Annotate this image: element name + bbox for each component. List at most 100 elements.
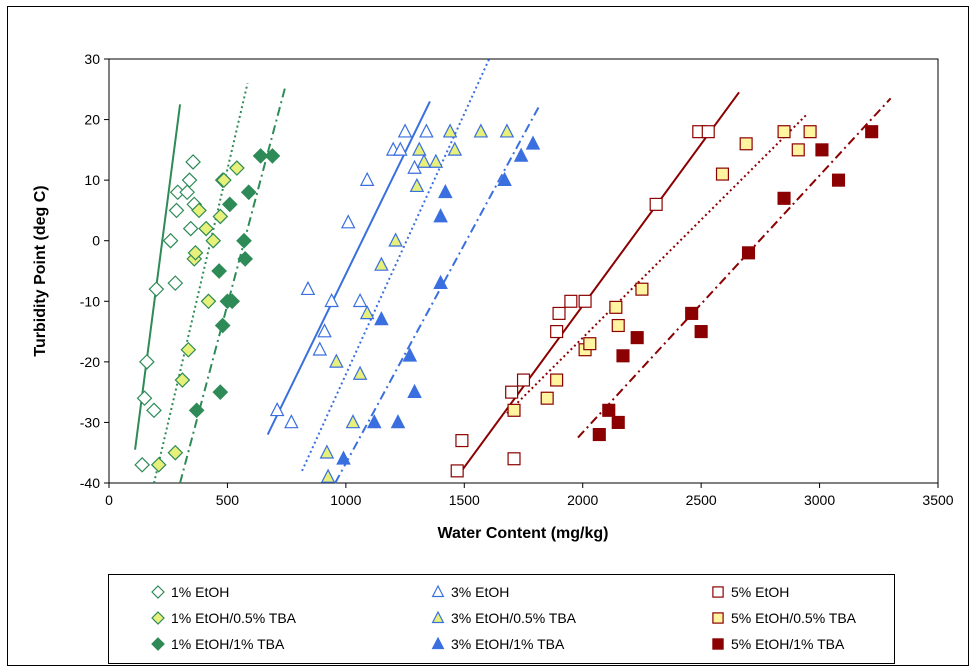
legend: 1% EtOH 1% EtOH/0.5% TBA 1% EtOH/1% TBA 3% … [108,574,895,664]
x-axis-title: Water Content (mg/kg) [438,525,609,542]
data-point [214,317,231,334]
data-point [550,373,564,387]
triangle-marker-icon [431,636,445,650]
data-point [211,263,227,279]
data-point [715,167,730,181]
data-point [352,365,368,380]
data-point [815,143,829,157]
data-point [188,402,205,419]
data-point [701,125,715,139]
x-tick-label: 1000 [330,492,361,508]
data-point [497,171,512,186]
data-point [473,123,489,138]
data-point [167,275,184,291]
data-point [438,183,453,199]
y-tick-label: 20 [84,112,100,128]
data-point [366,414,382,429]
legend-swatch [712,586,724,598]
data-point [393,141,408,156]
data-point [191,202,207,219]
data-point [609,300,623,314]
x-tick-label: 1500 [449,492,480,508]
data-point [229,160,245,176]
x-tick-label: 500 [216,492,240,508]
legend-item: 3% EtOH [429,581,509,603]
trend-line [577,97,892,439]
legend-label: 1% EtOH [171,584,230,600]
trend-line [334,103,541,484]
data-point [319,444,335,459]
data-point [611,415,625,429]
data-point [359,171,375,186]
trend-line [506,112,809,415]
data-point [739,137,753,151]
data-point [224,293,241,310]
data-point [148,281,165,298]
x-tick-label: 2000 [567,492,598,508]
legend-item: 1% EtOH/1% TBA [149,633,284,655]
plot-area [108,58,939,484]
data-point [185,154,201,170]
data-point [336,450,351,465]
data-point [803,125,817,139]
y-axis-title: Turbidity Point (deg C) [32,185,49,356]
y-tick-label: -20 [80,354,100,370]
trend-line [266,100,431,435]
data-point [635,282,649,296]
data-point [134,456,151,473]
data-point [236,232,252,249]
data-point [212,208,229,225]
data-point [616,349,630,363]
data-point [300,280,316,296]
data-point [433,208,448,223]
legend-label: 5% EtOH/1% TBA [731,636,845,652]
diamond-marker-icon [151,585,165,599]
legend-label: 3% EtOH/1% TBA [451,636,565,652]
legend-swatch [151,585,165,599]
data-point [264,148,281,164]
data-point [447,141,463,156]
data-point [602,403,616,417]
legend-swatch [431,610,445,624]
legend-label: 3% EtOH/0.5% TBA [451,610,577,626]
data-point [611,318,625,333]
data-point [200,293,217,310]
y-tick-label: -30 [80,414,100,430]
data-point [388,232,403,247]
data-point [269,402,285,417]
trend-line [134,104,182,450]
data-point [694,325,708,339]
triangle-marker-icon [431,610,445,624]
trend-lines [134,58,892,484]
legend-item: 1% EtOH [149,581,229,603]
trend-line [153,83,249,484]
legend-item: 5% EtOH [709,581,789,603]
data-point [237,251,254,267]
data-point [397,123,413,138]
data-point [407,383,422,398]
legend-item: 3% EtOH/0.5% TBA [429,607,576,629]
data-point [550,325,564,339]
legend-label: 5% EtOH [731,584,790,600]
data-point [162,232,179,249]
data-point [390,414,406,429]
data-point [513,147,529,162]
data-point [345,414,361,429]
square-marker-icon [712,586,724,598]
trend-line [456,91,740,478]
data-point [516,373,531,387]
legend-label: 3% EtOH [451,584,510,600]
data-point [168,202,185,219]
data-point [182,220,199,237]
data-point [374,256,389,271]
data-point [564,294,578,308]
data-markers [134,123,879,483]
data-point [455,434,469,448]
data-point [284,414,299,429]
data-point [216,172,232,188]
data-point [181,172,198,188]
legend-item: 5% EtOH/0.5% TBA [709,607,856,629]
data-point [240,184,257,201]
legend-swatch [431,636,445,650]
data-point [685,306,699,320]
